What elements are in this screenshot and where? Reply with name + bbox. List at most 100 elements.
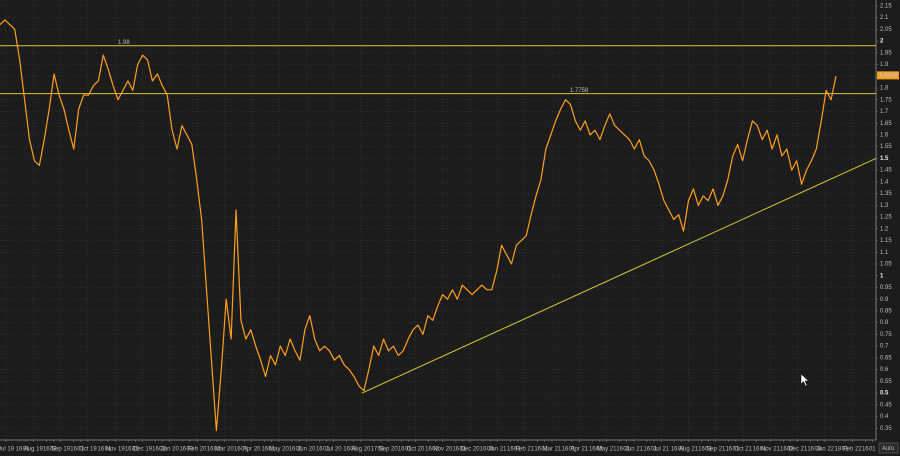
x-tick-label: 16 bbox=[316, 447, 323, 453]
x-tick-label: Apr 20 bbox=[243, 447, 261, 453]
x-tick-label: Oct 21 bbox=[734, 447, 752, 453]
x-tick-label: 01 bbox=[405, 447, 412, 453]
trend-line bbox=[361, 157, 877, 394]
x-tick-label: 03 bbox=[350, 447, 357, 453]
x-tick-label: 01 bbox=[378, 447, 385, 453]
y-tick-label: 0.5 bbox=[880, 391, 889, 397]
x-tick-label: 03 bbox=[186, 447, 193, 453]
x-tick-label: 04 bbox=[487, 447, 494, 453]
last-value-box bbox=[877, 71, 899, 80]
x-tick-label: Sep 19 bbox=[51, 447, 71, 453]
x-tick-label: 16 bbox=[807, 447, 814, 453]
reference-label: 1.98 bbox=[118, 40, 130, 46]
marks bbox=[0, 19, 877, 432]
x-tick-label: 02 bbox=[132, 447, 139, 453]
y-tick-label: 1.1 bbox=[880, 250, 889, 256]
y-tick-label: 0.35 bbox=[880, 426, 892, 432]
y-tick-label: 0.95 bbox=[880, 285, 892, 291]
x-tick-label: 16 bbox=[452, 447, 459, 453]
x-tick-label: 01 bbox=[569, 447, 576, 453]
x-tick-label: 01 bbox=[23, 447, 30, 453]
y-tick-label: 0.7 bbox=[880, 344, 889, 350]
labels: 0.35 0.4 0.45 0.5 0.55 0.6 0.65 0.7 0.75 0.8 0.85 0… bbox=[0, 3, 899, 453]
x-tick-label: Jul 19 bbox=[0, 447, 15, 453]
x-tick-label: Jun 20 bbox=[297, 447, 316, 453]
x-tick-label: 03 bbox=[787, 447, 794, 453]
x-tick-label: Jan 22 bbox=[816, 447, 835, 453]
x-tick-label: 16 bbox=[534, 447, 541, 453]
x-tick-label: Aug 20 bbox=[351, 447, 371, 453]
x-tick-label: 01 bbox=[323, 447, 330, 453]
x-tick-label: 01 bbox=[241, 447, 248, 453]
x-tick-label: 16 bbox=[644, 447, 651, 453]
x-tick-label: 01 bbox=[77, 447, 84, 453]
x-tick-label: Dec 21 bbox=[788, 447, 808, 453]
y-tick-label: 1.95 bbox=[880, 50, 892, 56]
x-tick-label: 16 bbox=[780, 447, 787, 453]
x-tick-label: 02 bbox=[214, 447, 221, 453]
x-tick-label: 16 bbox=[425, 447, 432, 453]
reference-label: 1.7758 bbox=[570, 88, 589, 94]
x-tick-label: Nov 21 bbox=[761, 447, 781, 453]
x-tick-label: Sep 21 bbox=[706, 447, 726, 453]
y-tick-label: 0.9 bbox=[880, 297, 889, 303]
y-tick-label: 1.05 bbox=[880, 262, 892, 268]
x-tick-label: 01 bbox=[105, 447, 112, 453]
x-tick-label: 16 bbox=[207, 447, 214, 453]
x-tick-label: 16 bbox=[862, 447, 869, 453]
auto-button[interactable] bbox=[878, 442, 899, 454]
x-tick-label: 03 bbox=[50, 447, 57, 453]
y-tick-label: 1 bbox=[880, 273, 884, 279]
y-tick-label: 2 bbox=[880, 39, 884, 45]
x-tick-label: Feb 22 bbox=[843, 447, 862, 453]
y-tick-label: 1.8 bbox=[880, 86, 889, 92]
y-tick-label: 0.8 bbox=[880, 320, 889, 326]
y-tick-label: 1.2 bbox=[880, 226, 889, 232]
mouse-cursor bbox=[800, 373, 810, 387]
x-tick-label: Jan 20 bbox=[161, 447, 180, 453]
x-tick-label: 16 bbox=[753, 447, 760, 453]
x-tick-label: 16 bbox=[698, 447, 705, 453]
x-tick-label: Apr 21 bbox=[570, 447, 588, 453]
y-tick-label: 1.15 bbox=[880, 238, 892, 244]
x-tick-label: 16 bbox=[562, 447, 569, 453]
x-tick-label: 01 bbox=[296, 447, 303, 453]
x-tick-label: 16 bbox=[179, 447, 186, 453]
y-tick-label: 1.75 bbox=[880, 97, 892, 103]
x-tick-label: 16 bbox=[398, 447, 405, 453]
x-tick-label: 16 bbox=[70, 447, 77, 453]
x-tick-label: 16 bbox=[98, 447, 105, 453]
x-tick-label: 03 bbox=[814, 447, 821, 453]
x-tick-label: 16 bbox=[480, 447, 487, 453]
x-tick-label: May 20 bbox=[269, 447, 289, 453]
x-tick-label: 16 bbox=[671, 447, 678, 453]
x-tick-label: Nov 19 bbox=[106, 447, 126, 453]
x-tick-label: 16 bbox=[725, 447, 732, 453]
y-tick-label: 0.65 bbox=[880, 355, 892, 361]
y-tick-label: 1.4 bbox=[880, 179, 889, 185]
x-tick-label: Dec 19 bbox=[133, 447, 153, 453]
plot-area bbox=[0, 0, 876, 440]
y-tick-label: 1.35 bbox=[880, 191, 892, 197]
x-tick-label: Mar 21 bbox=[543, 447, 562, 453]
x-tick-label: May 21 bbox=[597, 447, 617, 453]
x-tick-label: 16 bbox=[16, 447, 23, 453]
auto-label[interactable]: Auto bbox=[882, 446, 895, 452]
x-tick-label: 01 bbox=[760, 447, 767, 453]
last-value-label: 1.8538 bbox=[879, 73, 898, 79]
y-tick-label: 1.5 bbox=[880, 156, 889, 162]
y-tick-label: 0.85 bbox=[880, 309, 892, 315]
x-tick-label: Mar 20 bbox=[215, 447, 234, 453]
y-tick-label: 0.45 bbox=[880, 402, 892, 408]
x-tick-label: 17 bbox=[371, 447, 378, 453]
y-tick-label: 2.15 bbox=[880, 3, 892, 9]
y-tick-label: 1.3 bbox=[880, 203, 889, 209]
x-tick-label: 16 bbox=[289, 447, 296, 453]
x-tick-label: 02 bbox=[432, 447, 439, 453]
x-tick-label: 16 bbox=[234, 447, 241, 453]
x-tick-label: 02 bbox=[678, 447, 685, 453]
x-tick-label: 01 bbox=[869, 447, 876, 453]
y-tick-label: 1.55 bbox=[880, 144, 892, 150]
x-tick-label: Jan 21 bbox=[488, 447, 507, 453]
y-tick-label: 1.9 bbox=[880, 62, 889, 68]
